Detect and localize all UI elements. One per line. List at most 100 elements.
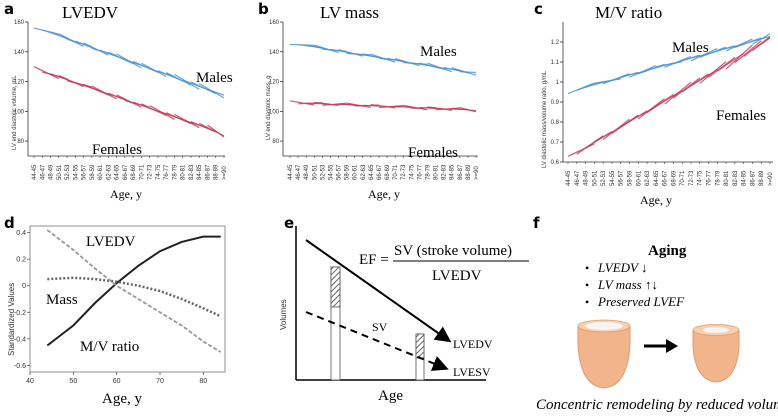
panel-d-xtick-label: 60: [113, 378, 121, 385]
panel-d-ytick-label: 0.4: [16, 230, 26, 237]
panel-f-heading: Aging: [648, 243, 687, 259]
panel-e-xlabel: Age: [378, 388, 403, 404]
panel-c-females-segment: [752, 37, 771, 51]
panel-c-ytick-label: 1: [556, 80, 560, 86]
panel-a-xtick-label: 76-77: [164, 164, 170, 180]
panel-d-xtick-label: 80: [199, 378, 207, 385]
panel-b-xtick-label: 84-85: [450, 164, 456, 180]
panel-c-females-segment: [734, 40, 762, 64]
panel-c-females-label: Females: [716, 108, 766, 124]
panel-c-females-segment: [602, 118, 630, 140]
panel-b-xtick-label: 80-81: [434, 164, 440, 180]
panel-c-ytick-label: 0.6: [551, 160, 560, 166]
panel-c-females-segment: [699, 61, 727, 84]
panel-c-xtick-label: 48-49: [584, 170, 590, 186]
panel-c-xtick-label: 72-73: [689, 170, 695, 186]
panel-b-xtick-label: 82-83: [442, 164, 448, 180]
panel-d-lvedv-line: [46, 235, 221, 347]
panel-b-ytick-label: 80: [272, 139, 279, 145]
panel-a-ylabel: LV end diastolic volume, mL: [12, 75, 18, 150]
panel-f-caption: Concentric remodeling by reduced volumes: [536, 397, 778, 413]
panel-a-xtick-label: 52-53: [65, 164, 71, 180]
ef-numerator: SV (stroke volume): [394, 243, 512, 259]
panel-a-xtick-label: >=90: [222, 166, 228, 180]
panel-a-xtick-label: 62-63: [106, 164, 112, 180]
panel-e-letter: e: [284, 214, 294, 232]
panel-b-males-segment: [459, 71, 477, 74]
panel-c-ylabel: LV diastolic mass/volume ratio, g/mL: [542, 70, 548, 168]
panel-d-m-v-ratio-line: [46, 229, 222, 353]
panel-a-xtick-label: 50-51: [57, 164, 63, 180]
panel-d-ytick-label: -0.6: [14, 363, 26, 370]
panel-d: d Standardized Values -0.6 -0.4 -0.2 0 0.2 0.…: [4, 214, 226, 407]
panel-a-xtick-label: 74-75: [156, 164, 162, 180]
panel-b-xtick-label: 48-49: [304, 164, 310, 180]
panel-c-xtick-label: 50-51: [592, 170, 598, 186]
panel-f-bullet: LVEDV ↓: [597, 260, 647, 275]
lvesv-trend-line: [305, 311, 449, 371]
panel-b-females-label: Females: [408, 145, 458, 161]
panel-c-females-segment: [716, 52, 744, 72]
panel-f-bullet-dot: •: [585, 261, 589, 275]
panel-a-xtick-label: 46-47: [40, 164, 46, 180]
panel-b-title: LV mass: [320, 3, 379, 22]
panel-c-xtick-label: >=90: [768, 172, 774, 186]
panel-b-ytick-label: 140: [269, 50, 280, 56]
panel-d-ytick-label: -0.4: [14, 336, 26, 343]
panel-c-males-segment: [594, 78, 621, 84]
panel-b-females-segment: [346, 102, 371, 108]
panel-c-xtick-label: 44-45: [566, 170, 572, 186]
panel-b-xtick-label: 86-87: [458, 164, 464, 180]
panel-a-females-segment: [58, 74, 84, 88]
panel-a-ytick-label: 160: [14, 20, 25, 26]
panel-a-ytick-label: 140: [14, 50, 25, 56]
sv-label: SV: [372, 320, 388, 334]
panel-e: e Volumes EF = SV (stroke volume) LVEDV …: [279, 214, 529, 404]
panel-c-xtick-label: 66-67: [663, 170, 669, 186]
panel-b-males-segment: [394, 58, 420, 67]
panel-b-xtick-label: 52-53: [320, 164, 326, 180]
panel-b-males-label: Males: [420, 44, 457, 60]
panel-a-females-label: Females: [92, 142, 142, 158]
panel-c-males-label: Males: [672, 40, 709, 56]
panel-b-xtick-label: 64-65: [369, 164, 375, 180]
panel-c-xtick-label: 82-83: [733, 170, 739, 186]
panel-b-xtick-label: 88-89: [466, 164, 472, 180]
panel-a-xtick-label: 80-81: [181, 164, 187, 180]
panel-c-ytick-label: 0.7: [551, 140, 560, 146]
panel-a-females-segment: [141, 103, 167, 116]
panel-d-letter: d: [4, 214, 15, 232]
panel-c: c M/V ratio LV diastolic mass/volume rat…: [534, 0, 774, 207]
panel-b-xtick-label: 56-57: [337, 164, 343, 180]
panel-b-xtick-label: 70-71: [393, 164, 399, 180]
early-sv-bar: [330, 266, 341, 308]
panel-b-xtick-label: 68-69: [385, 164, 391, 180]
panel-a: a LVEDV LV end diastolic volume, mL 80 10…: [4, 0, 233, 201]
panel-d-mv-label: M/V ratio: [80, 339, 139, 355]
panel-d-xlabel: Age, y: [102, 391, 142, 407]
panel-a-ytick-label: 120: [14, 80, 25, 86]
panel-a-xtick-label: 66-67: [123, 164, 129, 180]
panel-c-xtick-label: 56-57: [619, 170, 625, 186]
late-sv-bar: [415, 333, 425, 359]
panel-d-ytick-label: 0: [22, 283, 26, 290]
panel-c-females-segment: [708, 56, 736, 78]
panel-b-xtick-label: 66-67: [377, 164, 383, 180]
panel-a-xtick-label: 86-87: [205, 164, 211, 180]
panel-c-xtick-label: 52-53: [601, 170, 607, 186]
panel-a-title: LVEDV: [62, 3, 119, 22]
panel-c-males-segment: [725, 38, 753, 52]
remodel-arrow-head: [666, 339, 678, 353]
panel-a-males-label: Males: [196, 70, 233, 86]
panel-a-xtick-label: 68-69: [131, 164, 137, 180]
panel-c-females-segment: [725, 44, 753, 70]
panel-b-xtick-label: 58-59: [345, 164, 351, 180]
panel-c-xlabel: Age, y: [640, 193, 672, 207]
panel-c-females-segment: [567, 143, 595, 157]
panel-c-males-segment: [629, 65, 657, 78]
panel-a-ytick-label: 80: [17, 139, 24, 145]
panel-c-males-segment: [690, 47, 718, 62]
lvesv-label: LVESV: [453, 365, 491, 379]
panel-a-males-segment: [165, 72, 192, 86]
